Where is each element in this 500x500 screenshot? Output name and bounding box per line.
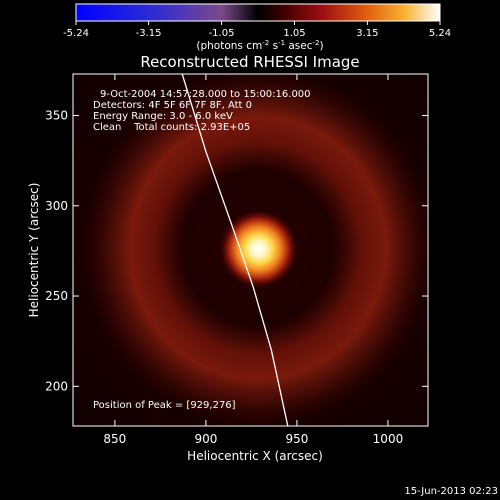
colorbar-ticks: -5.24 -3.15 -1.05 1.05 3.15 5.24	[63, 21, 451, 39]
x-tick-label: 850	[103, 432, 126, 446]
solar-limb-line	[181, 74, 289, 426]
colorbar: -5.24 -3.15 -1.05 1.05 3.15 5.24 (photons cm-…	[63, 3, 451, 52]
observation-info: 9-Oct-2004 14:57:28.000 to 15:00:16.000 …	[93, 89, 311, 133]
footer-timestamp: 15-Jun-2013 02:23	[404, 486, 498, 497]
x-tick-label: 1000	[373, 432, 404, 446]
info-line-detectors: Detectors: 4F 5F 6F 7F 8F, Att 0	[93, 100, 252, 111]
emission-peak	[218, 209, 299, 290]
colorbar-tick-label: -3.15	[136, 28, 162, 39]
colorbar-tick-label: 3.15	[356, 28, 378, 39]
y-axis-label: Heliocentric Y (arcsec)	[27, 183, 41, 318]
colorbar-tick-label: -1.05	[209, 28, 235, 39]
peak-position-label: Position of Peak = [929,276]	[93, 400, 236, 411]
y-tick-label: 250	[45, 289, 68, 303]
y-tick-label: 300	[45, 199, 68, 213]
axis-ticks: 850 900 950 1000 200 250 300 350	[45, 74, 428, 446]
colorbar-tick-label: 1.05	[283, 28, 305, 39]
chart-title: Reconstructed RHESSI Image	[140, 53, 359, 71]
plot-frame	[72, 73, 429, 427]
info-line-time: 9-Oct-2004 14:57:28.000 to 15:00:16.000	[100, 89, 311, 100]
y-tick-label: 350	[45, 109, 68, 123]
heatmap-image	[73, 74, 428, 426]
x-tick-label: 950	[285, 432, 308, 446]
info-line-energy: Energy Range: 3.0 - 6.0 keV	[93, 111, 233, 122]
y-tick-label: 200	[45, 379, 68, 393]
info-line-counts: Clean Total counts: 2.93E+05	[93, 122, 250, 133]
colorbar-tick-label: 5.24	[429, 28, 451, 39]
colorbar-gradient	[75, 3, 441, 22]
x-tick-label: 900	[194, 432, 217, 446]
x-axis-label: Heliocentric X (arcsec)	[187, 449, 323, 463]
colorbar-tick-label: -5.24	[63, 28, 89, 39]
colorbar-units: (photons cm-2 s-1 asec-2)	[196, 39, 323, 52]
